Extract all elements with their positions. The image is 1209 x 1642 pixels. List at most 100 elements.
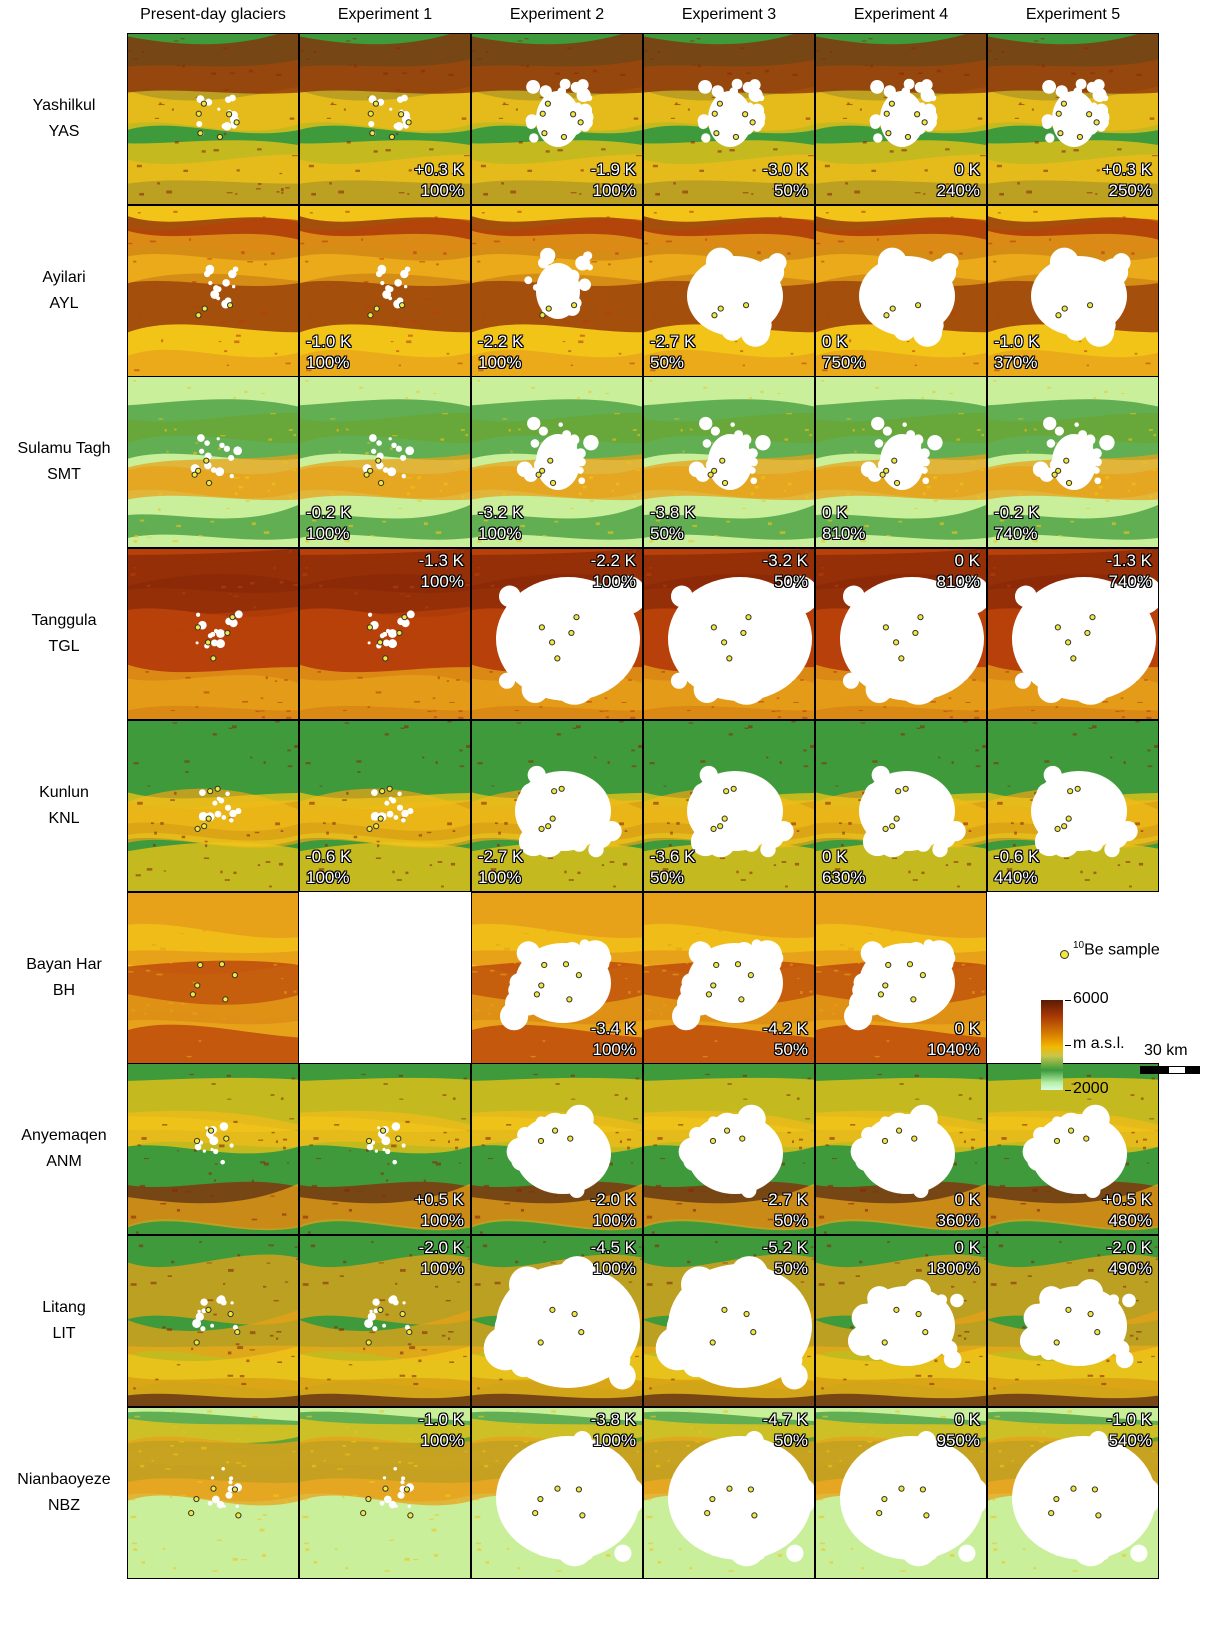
- map-panel: [127, 1407, 299, 1579]
- temperature-offset: -3.4 K: [590, 1019, 636, 1038]
- precipitation-percent: 100%: [592, 181, 636, 200]
- dem-map: [988, 1236, 1158, 1406]
- be-sample-marker: [537, 1339, 544, 1346]
- dem-map: [300, 377, 470, 547]
- colorbar-tick: [1065, 1000, 1071, 1001]
- be-sample-marker: [739, 1135, 746, 1142]
- be-sample-marker: [1074, 785, 1081, 792]
- map-panel: -3.0 K 50%: [643, 33, 815, 205]
- be-sample-marker: [740, 629, 747, 637]
- be-sample-marker: [235, 1512, 242, 1519]
- be-sample-marker: [711, 110, 718, 117]
- precipitation-percent: 370%: [994, 353, 1038, 372]
- colorbar-tick: [1065, 1090, 1071, 1091]
- be-sample-marker: [893, 639, 900, 646]
- be-sample-marker: [562, 961, 570, 968]
- precipitation-percent: 100%: [420, 181, 464, 200]
- row-label: Anyemaqen ANM: [0, 1123, 128, 1175]
- be-sample-marker: [709, 1495, 716, 1503]
- be-sample-marker: [721, 1306, 728, 1313]
- dem-map: [816, 1408, 986, 1578]
- be-sample-marker: [396, 629, 403, 637]
- be-sample-marker: [709, 1339, 716, 1346]
- be-sample-marker: [711, 312, 718, 319]
- map-panel: +0.3 K 250%: [987, 33, 1159, 205]
- be-sample-marker: [405, 119, 412, 126]
- be-sample-marker: [921, 119, 928, 126]
- temperature-offset: -1.0 K: [994, 332, 1040, 351]
- be-sample-marker: [579, 1512, 586, 1519]
- be-sample-marker: [194, 624, 201, 631]
- experiment-annotation: -4.5 K 100%: [591, 1237, 636, 1279]
- experiment-annotation: -2.0 K 490%: [1107, 1237, 1152, 1279]
- map-panel: 0 K 1040%: [815, 892, 987, 1064]
- temperature-offset: -3.2 K: [478, 503, 524, 522]
- temperature-offset: -1.9 K: [590, 160, 636, 179]
- experiment-annotation: 0 K 810%: [937, 550, 980, 592]
- be-sample-marker: [914, 302, 922, 309]
- row-label: Bayan Har BH: [0, 952, 128, 1004]
- row-code: TGL: [48, 638, 80, 655]
- precipitation-percent: 100%: [420, 1259, 464, 1278]
- experiment-annotation: -0.6 K 100%: [306, 846, 351, 888]
- be-sample-marker: [877, 991, 885, 998]
- row-label: Kunlun KNL: [0, 780, 128, 832]
- map-panel: 0 K 240%: [815, 33, 987, 205]
- precipitation-percent: 50%: [650, 524, 685, 543]
- be-sample-marker: [214, 785, 221, 792]
- dem-map: [644, 893, 814, 1063]
- precipitation-percent: 50%: [773, 1431, 808, 1450]
- be-sample-marker: [749, 119, 756, 126]
- experiment-annotation: -4.2 K 50%: [763, 1018, 808, 1060]
- be-sample-marker: [710, 624, 717, 631]
- be-sample-marker: [207, 788, 214, 795]
- column-header: Experiment 2: [509, 6, 605, 23]
- be-sample-marker: [895, 788, 902, 795]
- row-code: ANM: [46, 1153, 82, 1170]
- temperature-offset: -3.6 K: [650, 847, 696, 866]
- be-sample-marker: [554, 655, 561, 662]
- map-panel: -2.0 K 490%: [987, 1235, 1159, 1407]
- map-panel: -2.7 K 50%: [643, 1063, 815, 1235]
- be-sample-marker: [194, 825, 201, 832]
- be-sample-marker: [382, 1485, 389, 1492]
- be-sample-marker: [210, 655, 217, 662]
- experiment-annotation: -3.0 K 50%: [763, 159, 808, 201]
- precipitation-percent: 100%: [592, 1211, 636, 1230]
- precipitation-percent: 810%: [822, 524, 866, 543]
- precipitation-percent: 50%: [773, 572, 808, 591]
- precipitation-percent: 100%: [592, 1431, 636, 1450]
- map-panel: 0 K 810%: [815, 548, 987, 720]
- be-sample-marker: [367, 110, 374, 117]
- map-panel: -2.2 K 100%: [471, 548, 643, 720]
- map-panel: -3.4 K 100%: [471, 892, 643, 1064]
- be-sample-marker: [1065, 815, 1072, 822]
- be-sample-marker: [367, 467, 374, 474]
- be-sample-marker: [730, 785, 737, 792]
- dem-map: [128, 206, 298, 376]
- dem-map: [644, 549, 814, 719]
- be-sample-marker: [1061, 823, 1068, 830]
- experiment-annotation: -2.7 K 50%: [650, 331, 695, 373]
- be-sample-marker: [914, 111, 921, 118]
- precipitation-percent: 480%: [1108, 1211, 1152, 1230]
- map-panel: -3.2 K 50%: [643, 548, 815, 720]
- be-sample-marker: [711, 467, 718, 474]
- be-sample-marker: [893, 1306, 900, 1313]
- be-sample-marker: [1086, 302, 1094, 309]
- be-sample-marker: [537, 1137, 545, 1145]
- precipitation-percent: 100%: [420, 572, 464, 591]
- experiment-annotation: -2.0 K 100%: [591, 1189, 636, 1231]
- dem-map: [300, 1064, 470, 1234]
- elevation-colorbar: [1041, 1000, 1063, 1090]
- be-sample-marker: [379, 1127, 387, 1134]
- be-sample-marker: [1094, 1329, 1101, 1336]
- map-panel: -0.6 K 100%: [299, 720, 471, 892]
- be-sample-marker: [547, 457, 554, 464]
- experiment-annotation: -1.0 K 100%: [306, 331, 351, 373]
- dem-map: [644, 721, 814, 891]
- be-sample-marker: [366, 624, 373, 631]
- experiment-annotation: -2.7 K 100%: [478, 846, 523, 888]
- be-sample-marker: [539, 312, 546, 319]
- precipitation-percent: 50%: [773, 1040, 808, 1059]
